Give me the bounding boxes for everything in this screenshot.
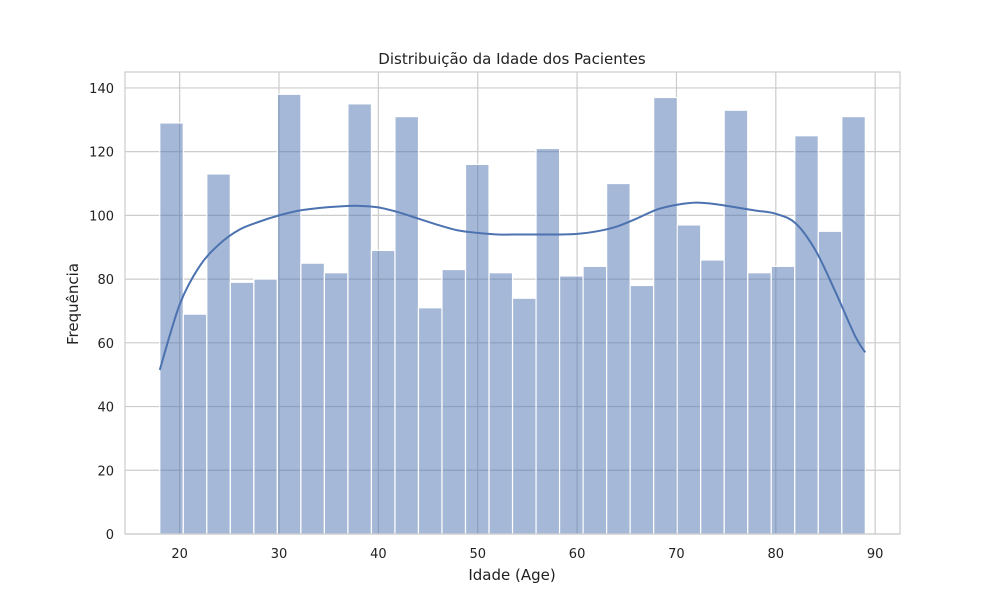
kde-curve (158, 201, 867, 371)
y-tick-label: 20 (97, 464, 114, 479)
x-tick-label: 50 (469, 547, 486, 562)
histogram-bar (300, 262, 326, 535)
x-tick-label: 20 (171, 547, 188, 562)
histogram-bar (347, 103, 373, 535)
x-tick-label: 70 (668, 547, 685, 562)
histogram-bar (511, 297, 537, 535)
tick-labels: 20 30 40 50 60 70 80 90 0 20 40 60 80 100 120 140 (89, 82, 883, 562)
histogram-bar (629, 284, 655, 535)
histogram-bar (417, 307, 443, 535)
histogram-bar (229, 281, 255, 535)
histogram-bar (253, 278, 278, 535)
histogram-bar (817, 230, 843, 535)
chart-title: Distribuição da Idade dos Pacientes (378, 50, 646, 68)
histogram-bar (276, 93, 302, 535)
histogram-bar (464, 163, 490, 535)
x-tick-label: 30 (271, 547, 288, 562)
histogram-bar (700, 259, 725, 535)
histogram-bar (841, 116, 866, 535)
histogram-bar (441, 268, 467, 535)
x-tick-label: 40 (370, 547, 387, 562)
y-tick-label: 120 (89, 146, 114, 161)
histogram-bar (653, 96, 678, 535)
histogram-bar (558, 275, 584, 535)
y-tick-label: 100 (89, 209, 114, 224)
histogram-bar (370, 249, 396, 535)
y-axis-label: Frequência (64, 263, 82, 345)
histogram-bar (323, 272, 349, 535)
x-tick-label: 90 (867, 547, 884, 562)
x-axis-label: Idade (Age) (468, 566, 555, 584)
histogram-bar (794, 135, 819, 535)
histogram-bar (723, 109, 749, 535)
y-tick-label: 40 (97, 401, 114, 416)
histogram-bar (747, 272, 772, 535)
histogram-bar (206, 173, 231, 535)
histogram-bar (582, 265, 608, 535)
y-tick-label: 0 (106, 528, 114, 543)
histogram-bar (182, 313, 208, 535)
histogram-bars (159, 93, 866, 535)
y-tick-label: 60 (97, 337, 114, 352)
histogram-bar (676, 224, 702, 535)
histogram-bar (770, 265, 796, 535)
x-tick-label: 80 (768, 547, 785, 562)
histogram-bar (535, 147, 561, 535)
y-tick-label: 80 (97, 273, 114, 288)
histogram-bar (606, 182, 631, 535)
histogram-bar (394, 116, 420, 535)
y-tick-label: 140 (89, 82, 114, 97)
histogram-bar (488, 272, 514, 535)
plot-frame (124, 71, 901, 535)
x-tick-label: 60 (569, 547, 586, 562)
